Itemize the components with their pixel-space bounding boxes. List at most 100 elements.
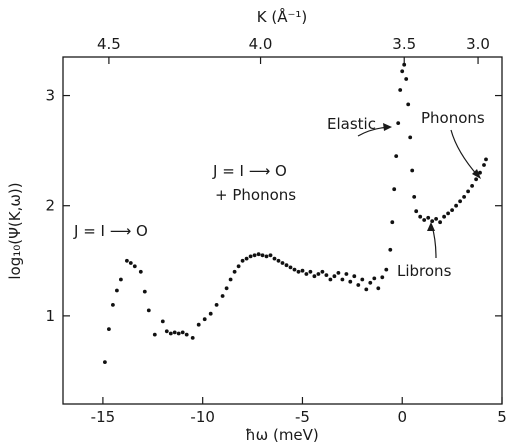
data-point (466, 189, 470, 194)
data-point (412, 195, 417, 199)
y-axis-ticks: 1 2 3 (45, 87, 502, 325)
data-point (292, 267, 297, 272)
data-point (125, 258, 129, 263)
arrowhead-phonons (472, 169, 481, 179)
data-point (454, 203, 458, 208)
data-point (364, 287, 369, 292)
data-point (256, 252, 261, 257)
data-point (430, 219, 435, 224)
data-point (280, 261, 285, 265)
top-tick-label: 4.0 (249, 35, 273, 53)
data-point (438, 220, 442, 225)
data-point (396, 121, 401, 125)
data-point (190, 336, 195, 340)
annotation-mid-line2: + Phonons (215, 186, 296, 204)
data-point (138, 269, 143, 274)
data-point (426, 215, 431, 220)
y-tick-label: 3 (45, 87, 55, 105)
x-tick-label: 5 (497, 408, 506, 426)
data-point (482, 163, 486, 167)
data-point (111, 303, 115, 307)
data-point (348, 279, 353, 284)
data-point (308, 269, 313, 274)
data-point (115, 288, 119, 293)
data-point (164, 329, 169, 334)
data-point (320, 269, 325, 274)
data-point (103, 360, 107, 364)
data-point (422, 218, 427, 222)
data-point (462, 195, 466, 199)
data-point (264, 254, 269, 259)
top-tick-label: 3.5 (392, 35, 416, 53)
data-point (404, 77, 409, 81)
data-point (276, 258, 281, 263)
x-axis-label: ħω (meV) (245, 426, 319, 444)
data-point (208, 311, 213, 316)
data-point (458, 199, 462, 204)
data-point (196, 322, 201, 327)
data-point (344, 272, 349, 276)
data-point (410, 168, 415, 173)
data-point (398, 88, 403, 92)
x-axis-ticks: -15 -10 -5 0 5 (91, 397, 506, 426)
data-point (392, 187, 397, 192)
top-tick-label: 4.5 (97, 35, 121, 53)
data-point (224, 286, 229, 291)
arrowhead-elastic (383, 123, 392, 131)
x-tick-label: -15 (91, 408, 116, 426)
data-point (484, 157, 488, 162)
data-point (272, 256, 277, 261)
data-point (240, 258, 245, 263)
data-point (332, 274, 337, 279)
data-point (446, 211, 450, 216)
data-point (214, 303, 219, 307)
annotation-left-peak: J = I ⟶ O (73, 222, 148, 240)
data-point (384, 267, 389, 272)
data-point (202, 317, 207, 322)
data-point (284, 263, 289, 268)
data-point (450, 208, 454, 213)
top-axis-label: K (Å⁻¹) (257, 7, 308, 26)
data-point (168, 331, 173, 336)
data-point (316, 272, 321, 276)
data-point (296, 269, 301, 274)
data-point (408, 135, 413, 140)
data-point (228, 277, 233, 282)
x-tick-label: -5 (295, 408, 310, 426)
top-tick-label: 3.0 (466, 35, 490, 53)
data-point (180, 330, 185, 335)
data-point (252, 253, 257, 258)
y-tick-label: 1 (45, 307, 55, 325)
data-point (388, 247, 393, 252)
data-point (300, 268, 305, 273)
data-point (248, 254, 253, 259)
data-point (442, 214, 446, 219)
data-point (119, 277, 123, 282)
data-point (324, 273, 329, 277)
plot-frame (62, 56, 503, 405)
top-axis-ticks: 4.5 4.0 3.5 3.0 (97, 35, 490, 64)
data-point (380, 275, 385, 280)
data-point (244, 256, 249, 261)
data-point (478, 170, 482, 175)
data-point (418, 214, 423, 219)
x-tick-label: 0 (397, 408, 407, 426)
data-point (304, 272, 309, 276)
arrow-phonons (450, 129, 479, 177)
data-point (312, 274, 317, 279)
data-point (184, 332, 189, 337)
annotation-elastic: Elastic (327, 115, 376, 133)
data-point (434, 217, 438, 221)
annotation-mid-line1: J = I ⟶ O (212, 162, 287, 180)
x-tick-label: -10 (190, 408, 215, 426)
data-point (176, 331, 181, 336)
arrowhead-librons (427, 222, 435, 231)
data-point (232, 269, 237, 274)
data-point (394, 154, 399, 159)
data-point (402, 62, 407, 67)
data-point (236, 264, 241, 269)
data-point (328, 277, 333, 282)
data-point (470, 184, 474, 188)
data-point (142, 289, 147, 294)
